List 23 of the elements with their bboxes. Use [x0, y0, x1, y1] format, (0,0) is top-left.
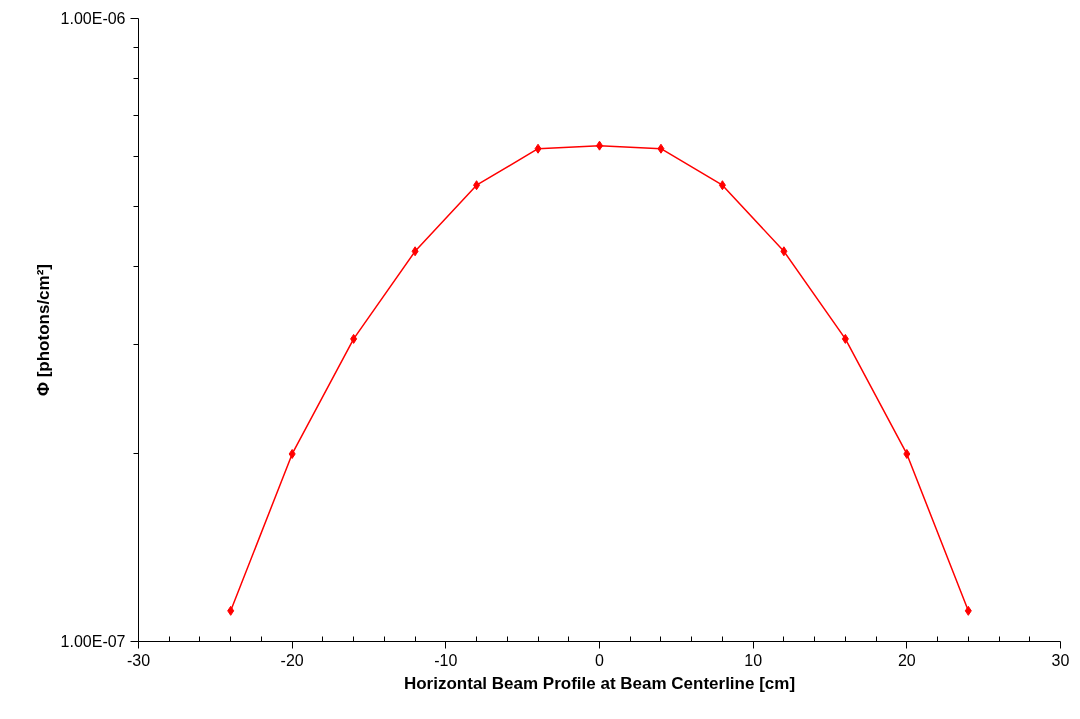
point [288, 448, 296, 459]
x-tick-label: -10 [434, 651, 458, 669]
point [411, 246, 419, 257]
y-axis-title: Φ [photons/cm²] [33, 264, 53, 396]
point [473, 180, 481, 191]
point [780, 246, 788, 257]
x-tick-label: -30 [126, 651, 151, 669]
x-tick-label: 30 [1051, 651, 1070, 669]
point [903, 448, 911, 459]
x-tick-label: 0 [595, 651, 605, 669]
point [657, 143, 665, 154]
x-tick-label: 20 [897, 651, 916, 669]
point [841, 333, 849, 344]
point [534, 143, 542, 154]
y-tick-label: 1.00E-07 [60, 633, 126, 650]
point [227, 605, 235, 616]
x-axis-title: Horizontal Beam Profile at Beam Centerline [cm] [403, 673, 796, 693]
y-tick-label: 1.00E-06 [60, 10, 126, 27]
point [964, 605, 972, 616]
x-tick-label: 10 [744, 651, 763, 669]
point [350, 333, 358, 344]
x-tick-label: -20 [280, 651, 304, 669]
point [718, 180, 726, 191]
